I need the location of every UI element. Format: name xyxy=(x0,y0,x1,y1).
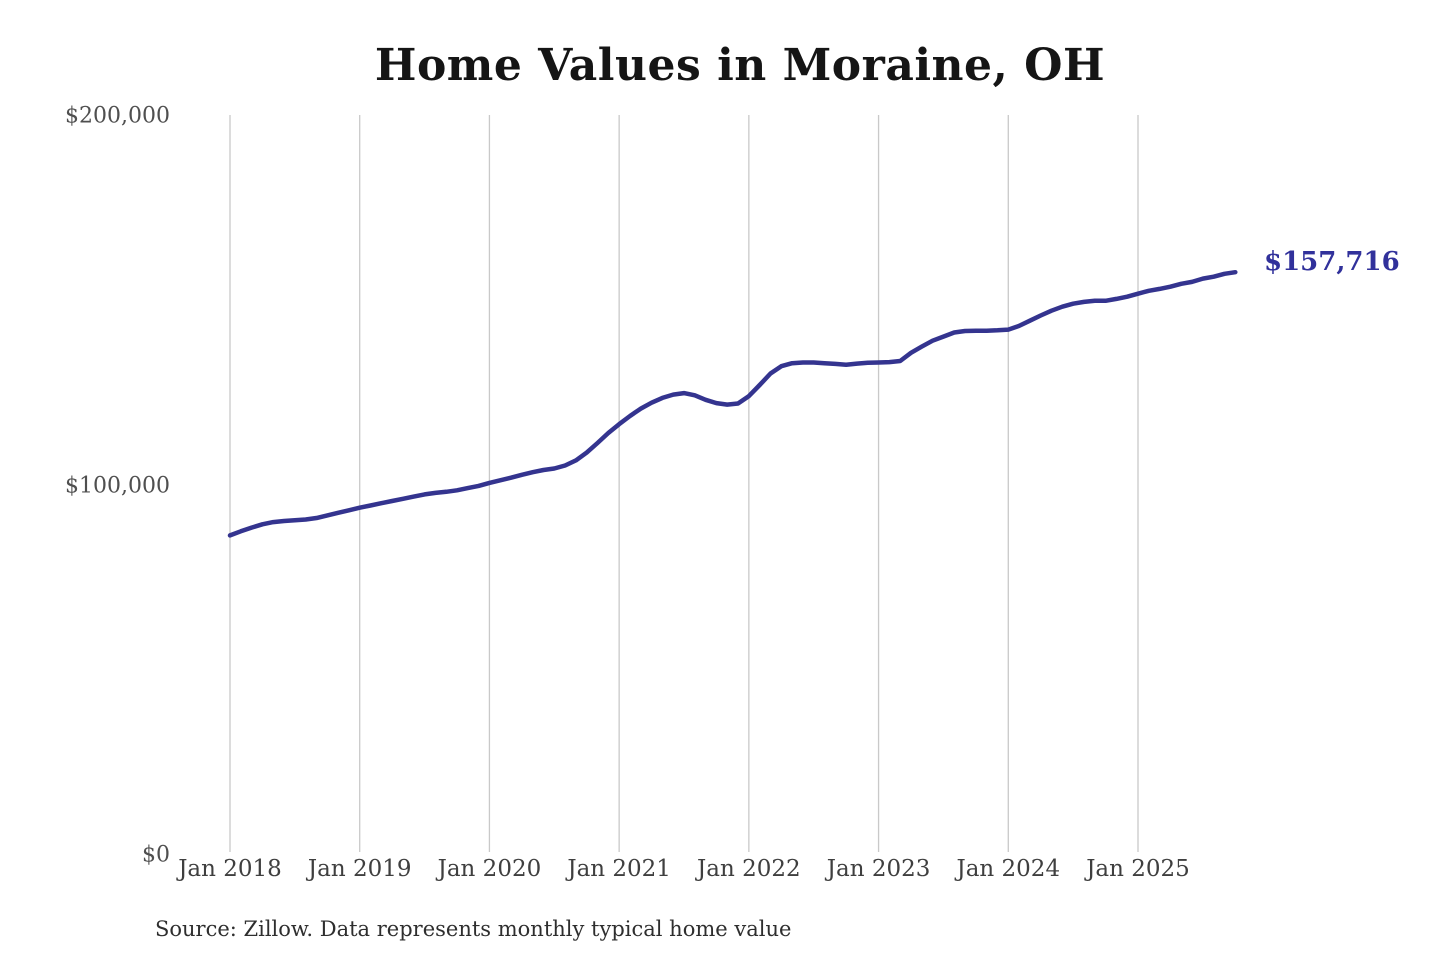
final-value-label: $157,716 xyxy=(1264,247,1400,277)
x-tick-label: Jan 2025 xyxy=(1086,856,1190,882)
y-tick-label-0: $0 xyxy=(142,842,170,868)
x-tick-label: Jan 2020 xyxy=(437,856,542,882)
chart-title: Home Values in Moraine, OH xyxy=(374,40,1106,91)
y-tick-label-200000: $200,000 xyxy=(65,103,170,129)
x-tick-label: Jan 2018 xyxy=(178,856,282,882)
source-note: Source: Zillow. Data represents monthly … xyxy=(155,917,792,941)
x-tick-label: Jan 2023 xyxy=(826,856,931,882)
vertical-gridlines xyxy=(229,115,1139,852)
x-tick-label: Jan 2022 xyxy=(697,856,801,882)
x-tick-label: Jan 2021 xyxy=(567,856,671,882)
y-tick-label-100000: $100,000 xyxy=(65,473,170,499)
x-tick-label: Jan 2024 xyxy=(956,856,1061,882)
home-value-line-series xyxy=(227,269,1238,538)
x-tick-label: Jan 2019 xyxy=(307,856,412,882)
